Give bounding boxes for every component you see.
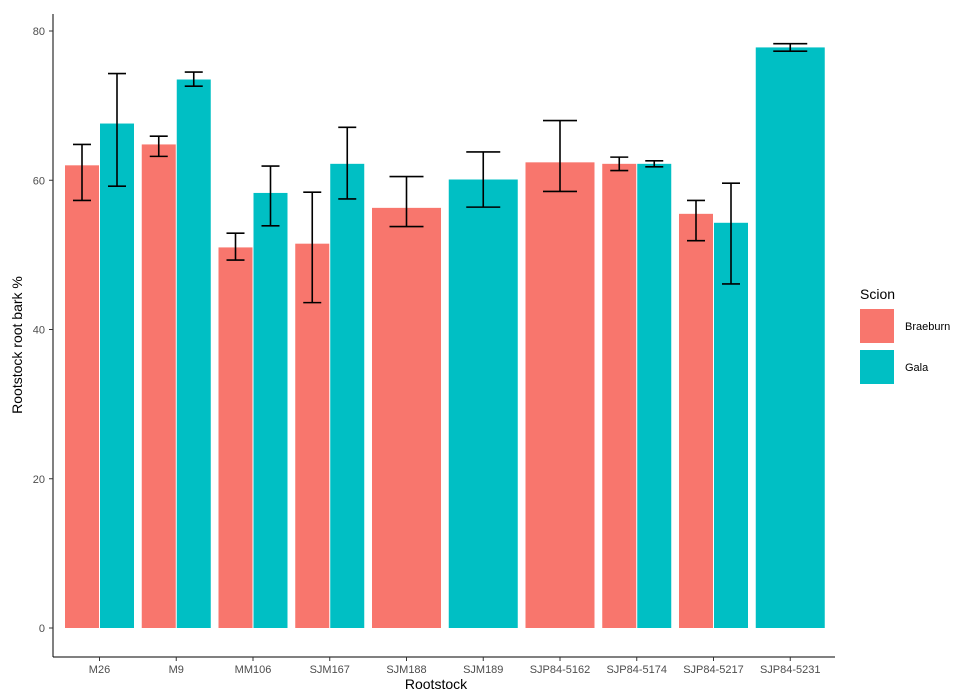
bar-gala-sjp84-5217 bbox=[714, 222, 748, 628]
legend-key-gala bbox=[860, 350, 894, 384]
legend-title: Scion bbox=[860, 286, 895, 302]
legend-label-gala: Gala bbox=[905, 362, 929, 374]
bar-gala-m26 bbox=[100, 123, 134, 628]
error-bar-braeburn-sjm188 bbox=[389, 175, 424, 228]
legend-label-braeburn: Braeburn bbox=[905, 321, 950, 333]
bar-gala-mm106 bbox=[253, 192, 288, 628]
y-tick-label: 40 bbox=[33, 325, 45, 337]
y-tick-label: 0 bbox=[39, 623, 45, 635]
error-bar-braeburn-sjp84-5174 bbox=[610, 156, 629, 172]
bar-braeburn-sjp84-5217 bbox=[679, 213, 713, 629]
x-tick-label: MM106 bbox=[235, 664, 272, 676]
x-tick-label: SJM188 bbox=[386, 664, 426, 676]
error-bar-gala-sjp84-5217 bbox=[722, 182, 740, 285]
x-tick-label: SJP84-5217 bbox=[683, 664, 744, 676]
bars-layer bbox=[65, 47, 825, 629]
bar-braeburn-m9 bbox=[141, 144, 176, 628]
error-bar-braeburn-sjm167 bbox=[303, 191, 322, 304]
x-tick-label: SJM167 bbox=[310, 664, 350, 676]
y-axis-title: Rootstock root bark % bbox=[9, 276, 25, 414]
error-bar-braeburn-m26 bbox=[73, 143, 91, 202]
bar-gala-sjp84-5174 bbox=[637, 163, 672, 628]
bar-gala-sjp84-5231 bbox=[755, 47, 825, 629]
x-axis-title: Rootstock bbox=[405, 676, 468, 692]
error-bar-gala-sjp84-5174 bbox=[645, 160, 664, 168]
x-tick-label: SJM189 bbox=[463, 664, 503, 676]
x-tick-label: SJP84-5231 bbox=[760, 664, 821, 676]
y-tick-label: 20 bbox=[33, 474, 45, 486]
bar-gala-sjm167 bbox=[330, 163, 365, 628]
x-tick-label: M26 bbox=[89, 664, 110, 676]
bar-braeburn-sjp84-5162 bbox=[525, 162, 595, 628]
y-tick-label: 80 bbox=[33, 26, 45, 38]
error-bar-braeburn-m9 bbox=[149, 135, 168, 158]
legend-key-braeburn bbox=[860, 309, 894, 343]
bar-gala-sjm189 bbox=[448, 179, 518, 628]
y-axis-ticks: 0 20 40 60 80 bbox=[33, 26, 53, 635]
error-bar-gala-mm106 bbox=[261, 165, 280, 227]
error-bar-gala-sjp84-5231 bbox=[773, 42, 808, 52]
bar-braeburn-sjp84-5174 bbox=[602, 163, 637, 628]
bar-gala-m9 bbox=[176, 79, 211, 629]
y-tick-label: 60 bbox=[33, 175, 45, 187]
error-bar-gala-sjm167 bbox=[338, 126, 357, 200]
bar-braeburn-sjm188 bbox=[372, 207, 441, 628]
legend: Scion Braeburn Gala bbox=[860, 286, 950, 384]
error-bar-braeburn-sjp84-5217 bbox=[687, 199, 705, 242]
error-bar-gala-m9 bbox=[184, 71, 203, 88]
x-tick-label: M9 bbox=[169, 664, 184, 676]
bar-braeburn-sjm167 bbox=[295, 243, 330, 628]
error-bar-braeburn-sjp84-5162 bbox=[543, 119, 577, 193]
error-bar-gala-sjm189 bbox=[466, 151, 501, 208]
error-bars-layer bbox=[73, 42, 808, 304]
x-axis-ticks: M26 M9 MM106 SJM167 SJM188 SJM189 SJP84-5162 SJ… bbox=[89, 657, 821, 676]
error-bar-braeburn-mm106 bbox=[226, 232, 245, 261]
error-bar-gala-m26 bbox=[108, 72, 126, 188]
x-tick-label: SJP84-5162 bbox=[530, 664, 591, 676]
bar-braeburn-m26 bbox=[65, 165, 99, 628]
bar-braeburn-mm106 bbox=[218, 247, 253, 628]
x-tick-label: SJP84-5174 bbox=[606, 664, 667, 676]
